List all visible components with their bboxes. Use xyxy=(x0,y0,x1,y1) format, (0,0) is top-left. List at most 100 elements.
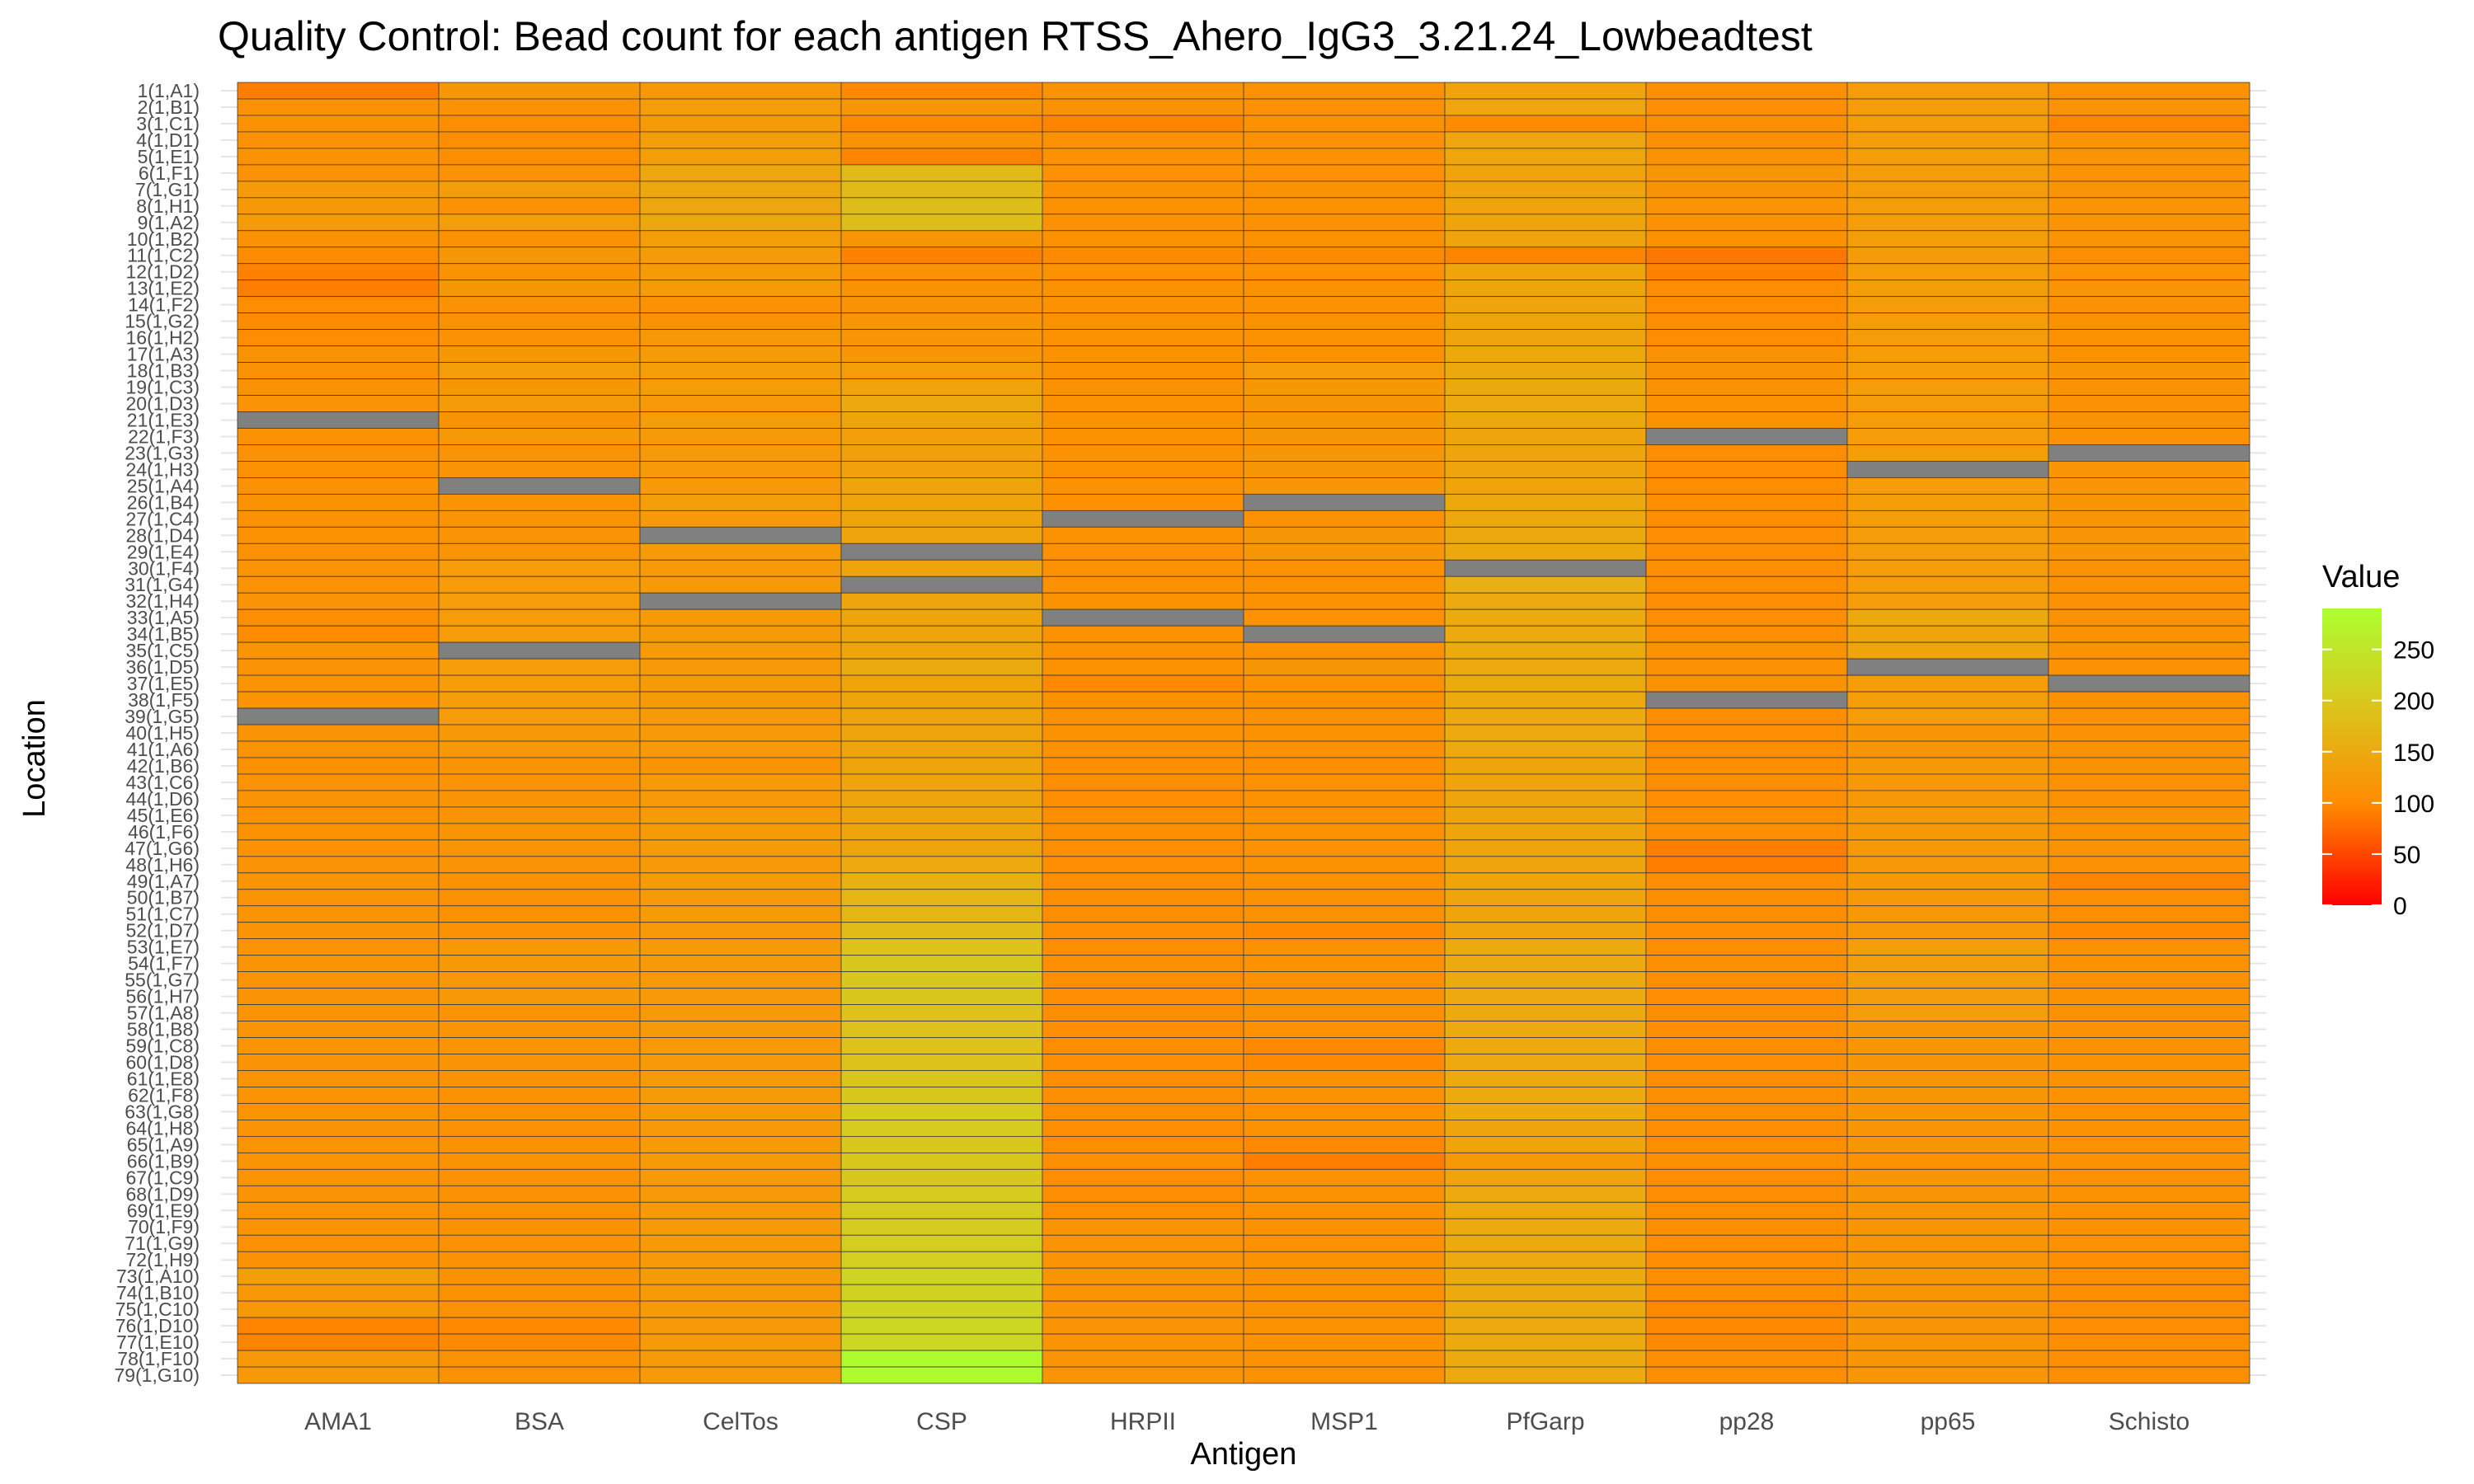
legend-tick-label: 250 xyxy=(2393,637,2434,665)
heatmap-cell xyxy=(237,988,440,1005)
y-tick-label: 17(1,A3) xyxy=(127,344,200,365)
x-tick-label: CelTos xyxy=(703,1408,778,1435)
heatmap-cell xyxy=(1444,148,1647,166)
heatmap-cell xyxy=(438,395,641,412)
y-tick-label: 76(1,D10) xyxy=(115,1315,200,1336)
heatmap-cell xyxy=(1645,1234,1848,1252)
heatmap-cell xyxy=(1645,1333,1848,1351)
y-tick-label: 51(1,C7) xyxy=(126,904,200,925)
heatmap-cell xyxy=(1846,1152,2049,1170)
heatmap-cell xyxy=(438,724,641,742)
heatmap-cell xyxy=(438,1152,641,1170)
heatmap-cell xyxy=(1243,82,1446,100)
heatmap-cell xyxy=(1243,98,1446,116)
heatmap-cell xyxy=(1645,345,1848,363)
heatmap-cell xyxy=(1444,247,1647,265)
heatmap-cell xyxy=(1042,542,1244,561)
heatmap-cell xyxy=(1243,1168,1446,1186)
heatmap-cell xyxy=(438,922,641,940)
heatmap-cell xyxy=(237,724,440,742)
heatmap-cell xyxy=(438,757,641,775)
heatmap-cell xyxy=(639,1284,842,1302)
heatmap-cell xyxy=(1846,214,2049,232)
y-tick-label: 15(1,G2) xyxy=(125,311,200,332)
heatmap-cell xyxy=(1645,724,1848,742)
y-tick-label: 8(1,H1) xyxy=(136,195,200,217)
heatmap-cell xyxy=(1645,263,1848,281)
heatmap-cell xyxy=(1243,1021,1446,1038)
heatmap-cell xyxy=(1243,1350,1446,1368)
heatmap-cell xyxy=(2048,971,2251,989)
heatmap-cell xyxy=(840,296,1043,314)
heatmap-cell xyxy=(1444,922,1647,940)
y-tick-label: 16(1,H2) xyxy=(126,327,200,349)
heatmap-cell xyxy=(237,312,440,331)
heatmap-cell xyxy=(1243,1366,1446,1384)
heatmap-cell xyxy=(1444,98,1647,116)
heatmap-cell xyxy=(639,395,842,412)
heatmap-cell xyxy=(1042,329,1244,346)
heatmap-cell xyxy=(1846,1218,2049,1236)
heatmap-cell xyxy=(1645,428,1848,445)
heatmap-cell xyxy=(840,493,1043,511)
heatmap-cell xyxy=(1444,197,1647,215)
heatmap-cell xyxy=(840,1135,1043,1153)
heatmap-cell xyxy=(1645,131,1848,149)
heatmap-cell xyxy=(438,542,641,561)
heatmap-cell xyxy=(2048,428,2251,445)
heatmap-cell xyxy=(639,247,842,265)
heatmap-cell xyxy=(237,790,440,808)
y-tick-label: 5(1,E1) xyxy=(138,146,200,167)
heatmap-cell xyxy=(237,1317,440,1335)
heatmap-cell xyxy=(1846,1103,2049,1120)
y-tick-label: 39(1,G5) xyxy=(125,706,200,727)
heatmap-cell xyxy=(1243,1284,1446,1302)
y-tick-label: 1(1,A1) xyxy=(138,80,200,101)
heatmap-cell xyxy=(438,230,641,248)
heatmap-cell xyxy=(840,592,1043,610)
heatmap-cell xyxy=(639,230,842,248)
heatmap-cell xyxy=(1042,641,1244,660)
heatmap-cell xyxy=(2048,608,2251,627)
heatmap-cell xyxy=(639,164,842,182)
heatmap-cell xyxy=(1645,691,1848,709)
y-tick-label: 45(1,E6) xyxy=(127,805,200,826)
heatmap-cell xyxy=(1243,674,1446,693)
heatmap-cell xyxy=(2048,1054,2251,1071)
heatmap-cell xyxy=(1645,1087,1848,1104)
heatmap-cell xyxy=(1243,1234,1446,1252)
heatmap-cell xyxy=(1444,362,1647,379)
heatmap-cell xyxy=(2048,724,2251,742)
heatmap-cell xyxy=(1042,345,1244,363)
heatmap-cell xyxy=(1846,674,2049,693)
heatmap-cell xyxy=(237,98,440,116)
heatmap-cell xyxy=(1444,575,1647,594)
heatmap-cell xyxy=(1243,592,1446,610)
heatmap-cell xyxy=(1243,790,1446,808)
heatmap-cell xyxy=(1042,559,1244,577)
heatmap-cell xyxy=(1042,115,1244,133)
heatmap-cell xyxy=(1645,740,1848,758)
heatmap-cell xyxy=(1042,428,1244,445)
heatmap-cell xyxy=(438,938,641,956)
heatmap-cell xyxy=(2048,362,2251,379)
heatmap-cell xyxy=(438,526,641,544)
heatmap-cell xyxy=(639,444,842,462)
heatmap-cell xyxy=(1243,905,1446,923)
heatmap-cell xyxy=(639,641,842,660)
heatmap-cell xyxy=(840,312,1043,331)
heatmap-cell xyxy=(1444,345,1647,363)
chart-title: Quality Control: Bead count for each ant… xyxy=(218,13,1813,59)
heatmap-cell xyxy=(1846,1251,2049,1269)
y-tick-label: 2(1,B1) xyxy=(138,96,200,118)
heatmap-cell xyxy=(1846,790,2049,808)
heatmap-cell xyxy=(1645,1004,1848,1021)
heatmap-cell xyxy=(1243,312,1446,331)
heatmap-cell xyxy=(1846,1135,2049,1153)
y-tick-label: 11(1,C2) xyxy=(127,245,200,266)
y-axis-ticks: 1(1,A1)2(1,B1)3(1,C1)4(1,D1)5(1,E1)6(1,F… xyxy=(114,80,200,1386)
heatmap-cell xyxy=(438,988,641,1005)
heatmap-cell xyxy=(639,345,842,363)
heatmap-cell xyxy=(237,214,440,232)
heatmap-cell xyxy=(237,839,440,857)
